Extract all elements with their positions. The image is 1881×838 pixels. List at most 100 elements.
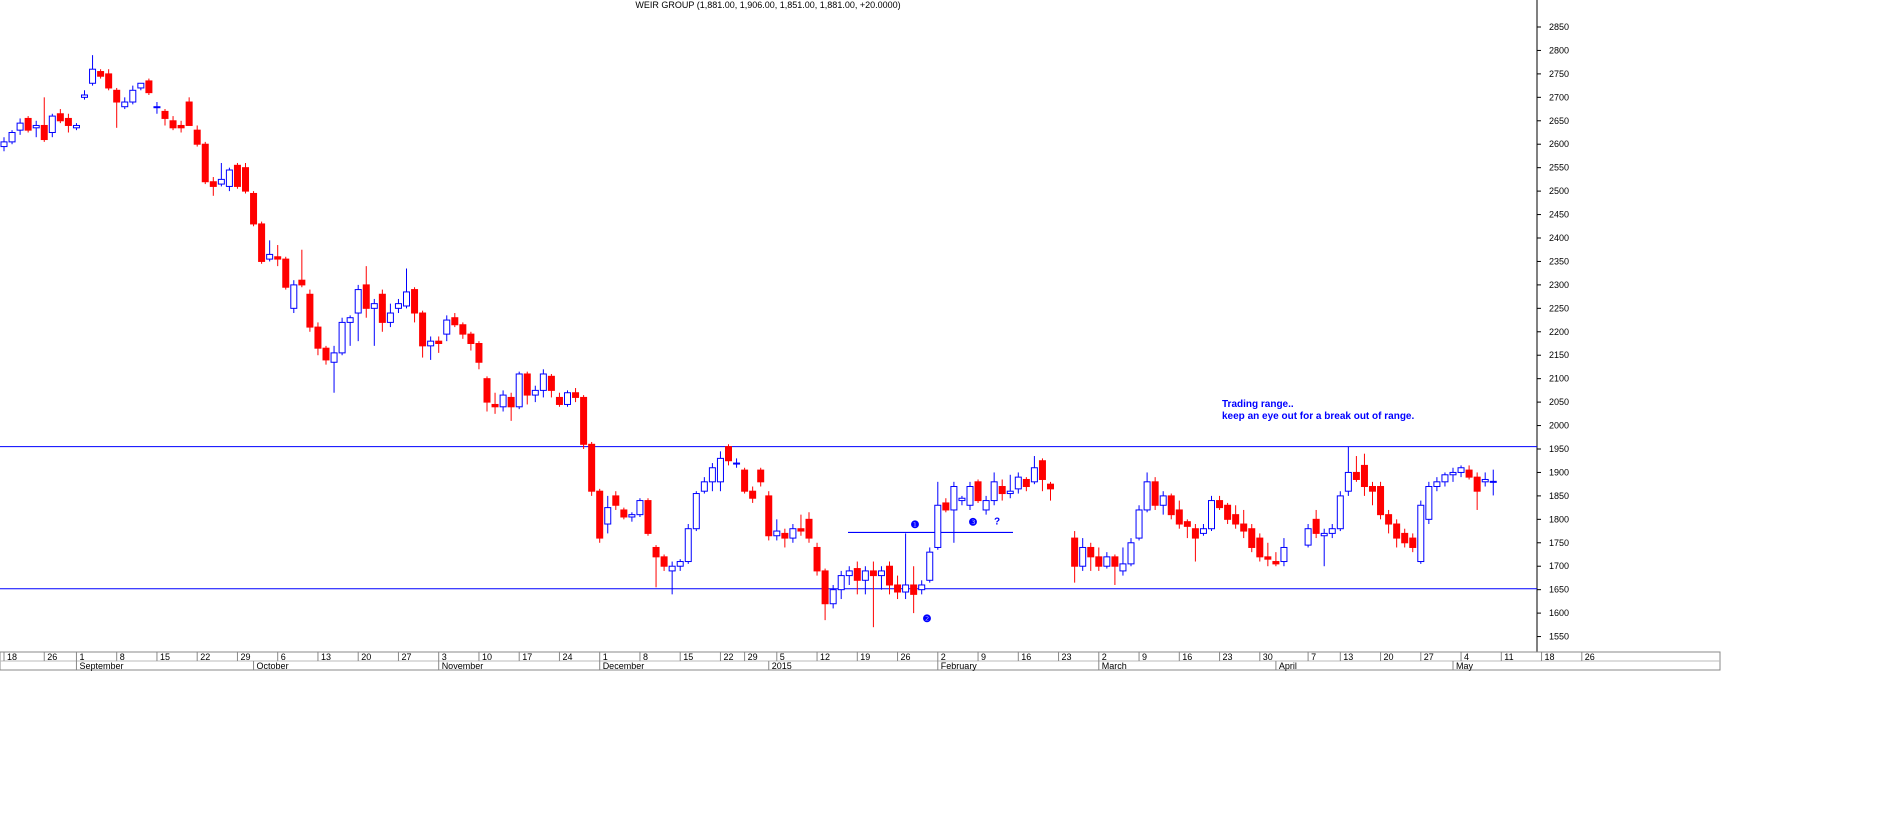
y-tick-label: 2400 [1549, 233, 1569, 243]
x-tick-label: 26 [901, 652, 911, 662]
candle-body [1457, 467, 1465, 473]
y-tick-label: 1850 [1549, 491, 1569, 501]
candle-body [910, 584, 918, 595]
x-tick-label: 13 [1343, 652, 1353, 662]
candle-body [1022, 478, 1030, 488]
candle-body [547, 375, 555, 391]
candle-body [314, 326, 322, 349]
y-tick-label: 2350 [1549, 256, 1569, 266]
candle-body [741, 469, 749, 492]
candle-body [137, 82, 145, 89]
candle-body [1143, 481, 1151, 511]
x-tick-label: 17 [522, 652, 532, 662]
candle-body [1216, 500, 1224, 509]
y-tick-label: 2100 [1549, 374, 1569, 384]
candle-body [789, 528, 797, 539]
y-tick-label: 1650 [1549, 585, 1569, 595]
x-tick-label: 16 [1021, 652, 1031, 662]
month-label: April [1279, 661, 1297, 671]
candle-body [749, 490, 757, 499]
candle-body [725, 446, 732, 462]
y-tick-label: 1550 [1549, 632, 1569, 642]
candle-body [692, 493, 700, 530]
candle-body [974, 481, 982, 502]
x-tick-label: 18 [1545, 652, 1555, 662]
candle-body [1199, 528, 1207, 534]
candle-body [1352, 471, 1360, 480]
candle-body [1449, 471, 1457, 476]
candle-body [1360, 464, 1368, 488]
candle-body [1208, 500, 1215, 530]
annotation: keep an eye out for a break out of range… [1222, 411, 1414, 422]
candle-body [1441, 474, 1449, 483]
candle-body [765, 495, 773, 537]
candle-body [1256, 537, 1264, 558]
candle-body [684, 528, 692, 563]
candle-body [105, 73, 113, 89]
candle-body [427, 340, 435, 347]
candle-body [797, 528, 805, 532]
x-tick-label: 10 [482, 652, 492, 662]
x-tick-label: 26 [1585, 652, 1595, 662]
marker: ❸ [969, 518, 978, 529]
x-tick-label: 19 [860, 652, 870, 662]
candle-body [274, 256, 282, 260]
y-tick-label: 2700 [1549, 92, 1569, 102]
candle-body [950, 486, 958, 511]
candle-body [1377, 486, 1385, 516]
y-tick-label: 1700 [1549, 561, 1569, 571]
candle-body [193, 129, 201, 145]
candle-body [451, 317, 459, 326]
candle-body [700, 481, 708, 492]
candle-body [1280, 546, 1288, 563]
candle-body [1127, 542, 1135, 565]
candle-body [475, 343, 483, 363]
candle-body [16, 122, 24, 131]
candle-body [507, 396, 515, 408]
candle-body [620, 509, 628, 518]
candle-body [1312, 518, 1320, 534]
month-label: 2015 [772, 661, 792, 671]
candle-body [636, 500, 644, 516]
candle-body [805, 518, 813, 539]
candle-body [1232, 514, 1240, 525]
candle-body [40, 124, 48, 141]
candle-body [81, 94, 88, 98]
candle-body [1465, 469, 1473, 478]
x-tick-label: 12 [820, 652, 830, 662]
candle-body [1369, 486, 1376, 492]
candle-body [837, 575, 845, 591]
candle-body [1038, 460, 1046, 480]
candle-body [298, 279, 306, 286]
candle-body [1385, 514, 1393, 525]
x-tick-label: 6 [281, 652, 286, 662]
candle-body [209, 181, 217, 187]
x-tick-label: 7 [1311, 652, 1316, 662]
candle-body [1409, 537, 1417, 548]
candle-body [1175, 509, 1183, 525]
candle-body [56, 113, 64, 122]
y-tick-label: 2800 [1549, 45, 1569, 55]
candle-body [1336, 495, 1344, 530]
candle-body [1304, 528, 1312, 546]
x-tick-label: 1 [603, 652, 608, 662]
y-tick-label: 2000 [1549, 421, 1569, 431]
candle-body [378, 293, 386, 323]
candle-body [217, 178, 225, 185]
candle-body [362, 284, 370, 309]
candle-body [733, 462, 741, 465]
candle-body [177, 124, 185, 129]
x-tick-label: 4 [1464, 652, 1469, 662]
y-tick-label: 2150 [1549, 350, 1569, 360]
x-tick-label: 5 [780, 652, 785, 662]
candle-body [1433, 481, 1441, 488]
y-tick-label: 2250 [1549, 303, 1569, 313]
candle-body [290, 284, 298, 309]
candle-body [129, 89, 137, 103]
candle-body [1328, 528, 1336, 534]
y-tick-label: 2500 [1549, 186, 1569, 196]
candle-body [555, 396, 563, 405]
candle-body [282, 258, 290, 288]
candle-body [1014, 476, 1022, 490]
